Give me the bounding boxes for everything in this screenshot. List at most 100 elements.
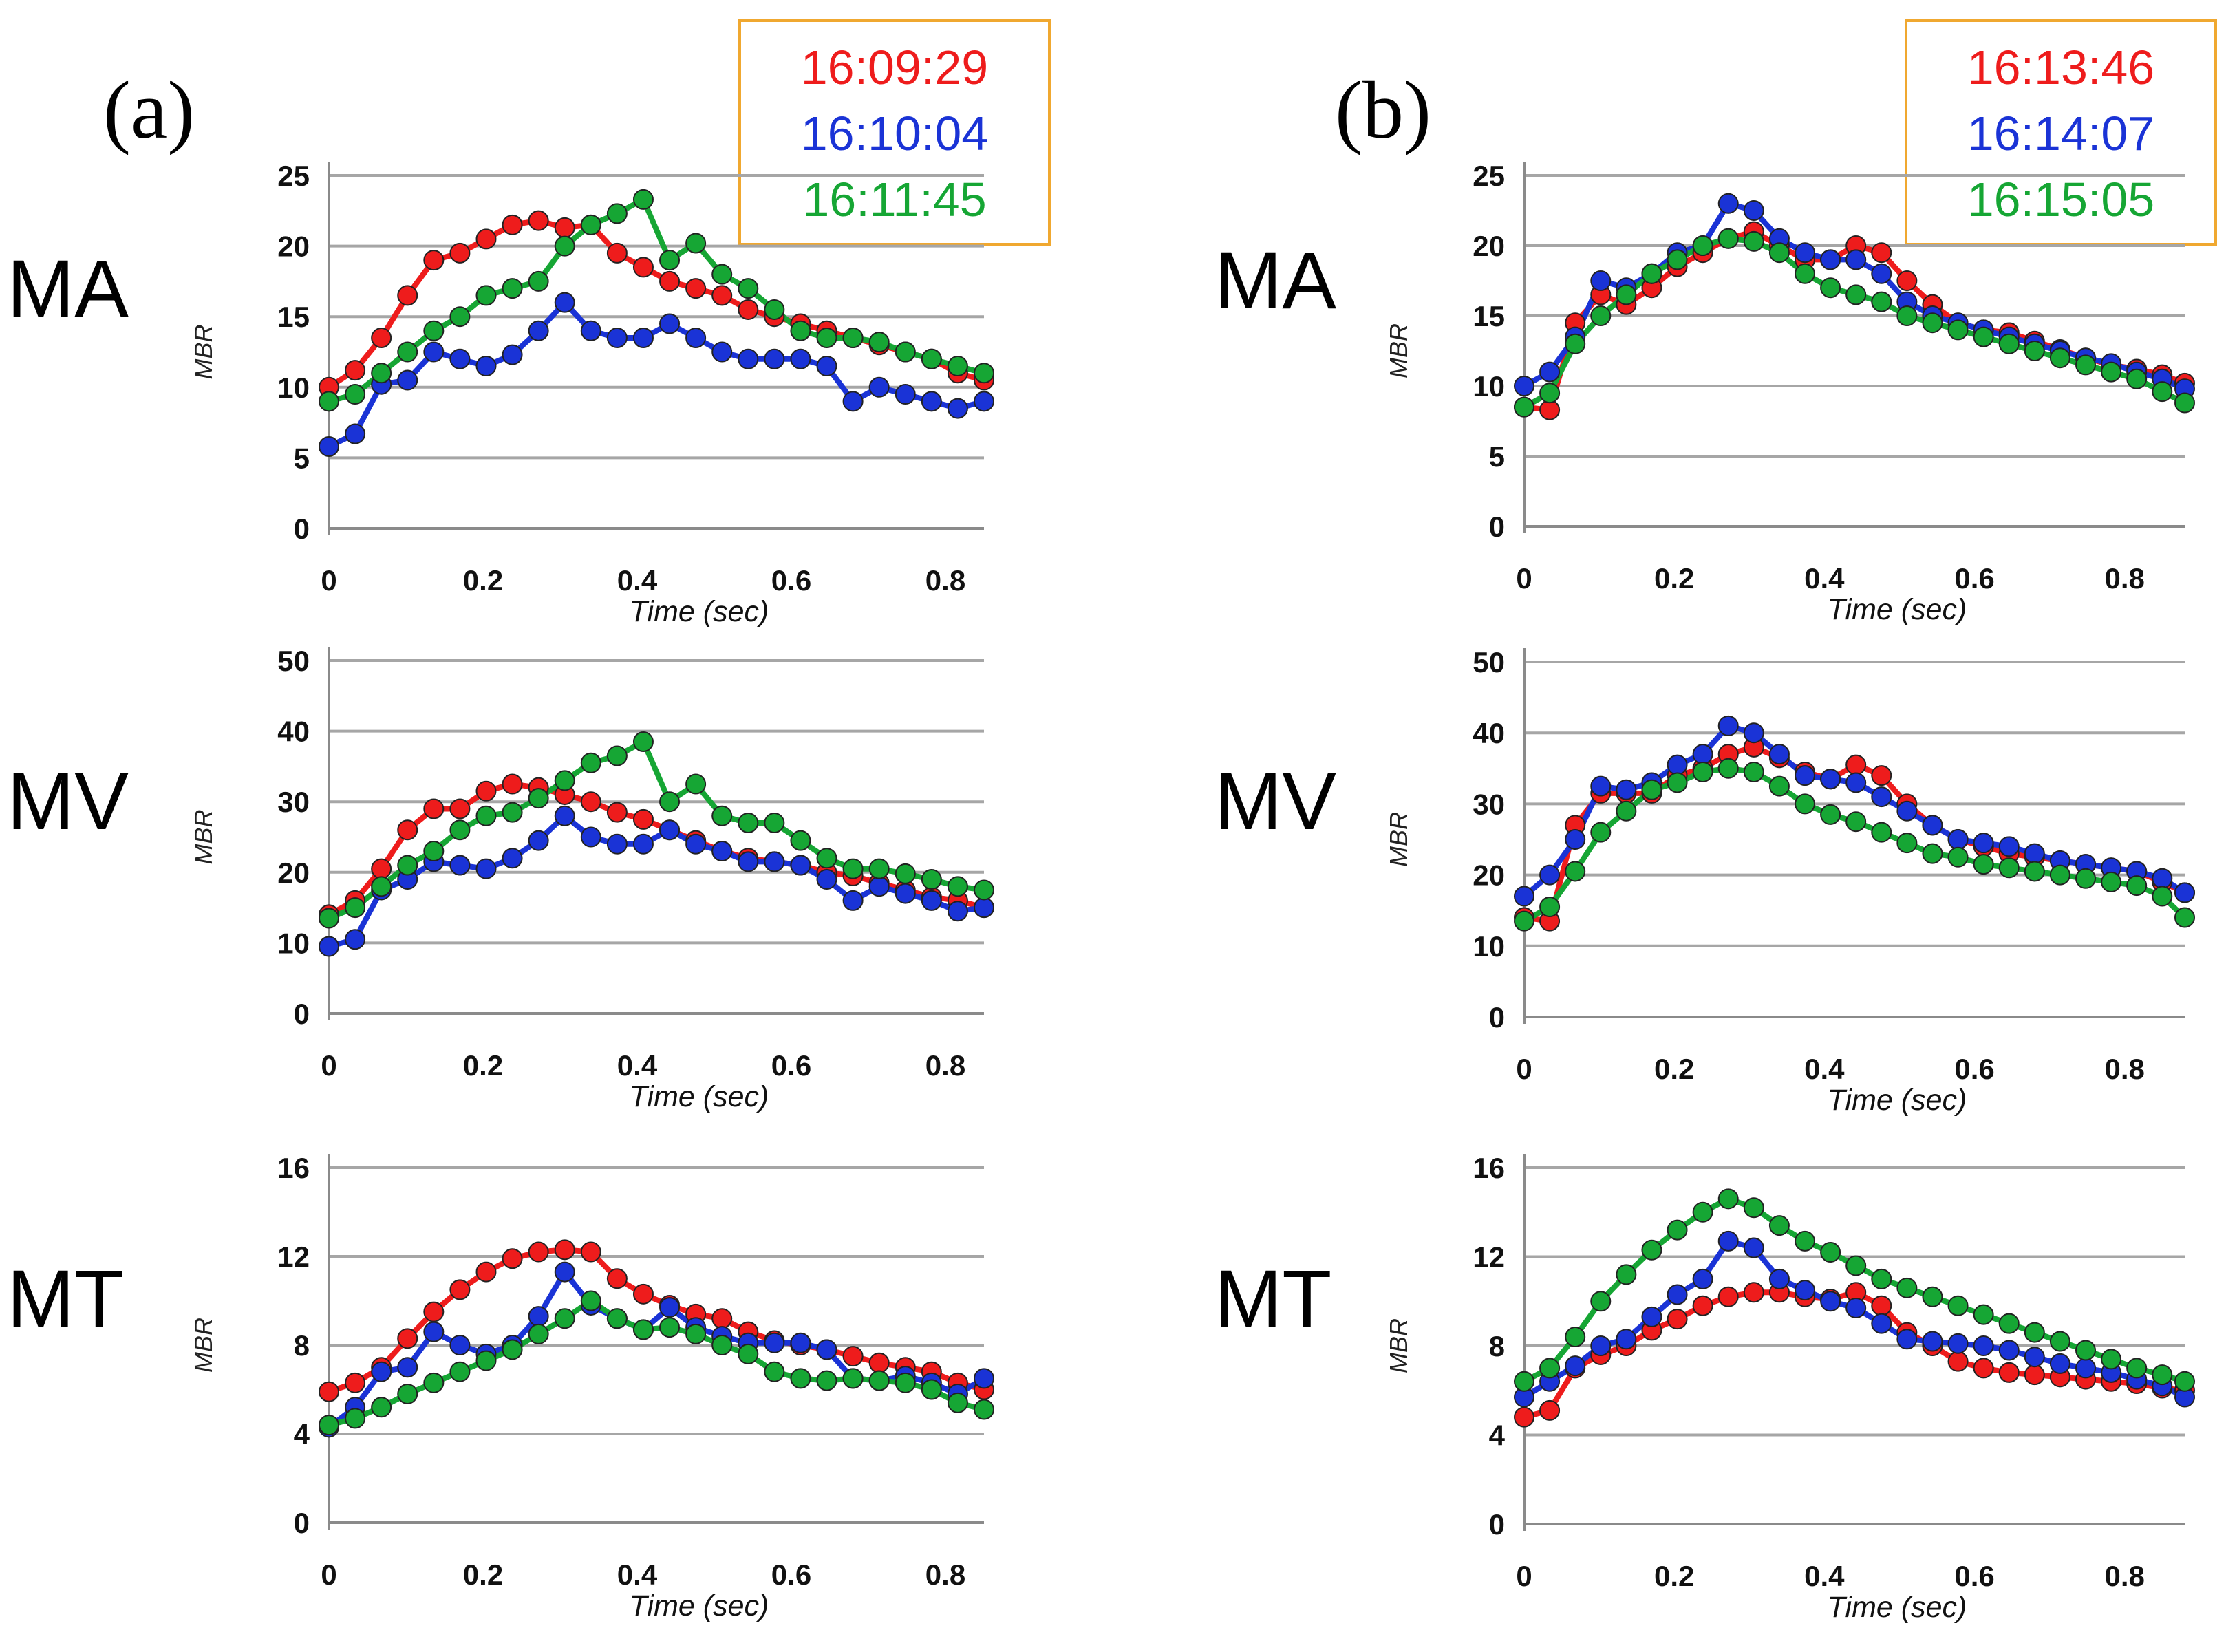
- data-point: [2101, 871, 2122, 892]
- data-point: [1795, 263, 1815, 284]
- data-point: [580, 320, 601, 341]
- y-tick-label: 15: [277, 301, 310, 333]
- data-point: [974, 897, 994, 919]
- data-point: [1692, 1295, 1713, 1316]
- data-point: [1717, 228, 1739, 249]
- x-tick-label: 0.6: [771, 564, 811, 597]
- y-tick-label: 50: [1473, 646, 1505, 678]
- data-point: [2024, 1322, 2045, 1343]
- legend-b-entry-3: 16:15:05: [1967, 173, 2154, 226]
- y-tick-label: 0: [294, 1507, 310, 1539]
- data-point: [1795, 793, 1815, 815]
- data-point: [371, 876, 392, 897]
- data-point: [554, 1261, 575, 1283]
- data-point: [2101, 1349, 2122, 1370]
- data-point: [685, 327, 707, 348]
- data-point: [790, 1368, 811, 1389]
- x-axis-title: Time (sec): [1828, 1591, 1967, 1624]
- data-point: [554, 805, 575, 826]
- data-point: [1845, 1255, 1867, 1276]
- data-point: [554, 770, 575, 791]
- data-point: [319, 1415, 339, 1436]
- panel-label-b: (b): [1335, 64, 1431, 155]
- data-point: [790, 855, 811, 876]
- y-tick-label: 20: [277, 230, 310, 263]
- data-point: [816, 869, 837, 890]
- x-axis-title: Time (sec): [630, 595, 769, 628]
- data-point: [711, 1308, 733, 1329]
- data-point: [659, 791, 681, 813]
- chart-a-mv: 0 10 20 30 40 50 0 0.2 0.4 0.6 0.8 Time (sec) MBR: [189, 645, 994, 1113]
- data-point: [1717, 1286, 1739, 1307]
- chart-a-mt: 0 4 8 12 16 0 0.2 0.4 0.6 0.8 Time (sec) MBR: [189, 1152, 994, 1622]
- y-tick-label: 5: [1489, 440, 1505, 473]
- y-axis-title: MBR: [189, 810, 217, 865]
- data-point: [502, 1339, 523, 1360]
- x-tick-label: 0.4: [617, 1049, 658, 1082]
- data-point: [1896, 305, 1918, 326]
- data-point: [1998, 1340, 2020, 1361]
- data-point: [475, 1350, 497, 1371]
- data-point: [1820, 1242, 1841, 1263]
- data-point: [1692, 744, 1713, 765]
- data-point: [685, 278, 707, 299]
- data-point: [1616, 284, 1637, 305]
- data-point: [1743, 1282, 1764, 1303]
- data-point: [502, 1248, 523, 1269]
- y-tick-label: 5: [294, 442, 310, 474]
- data-point: [764, 348, 785, 369]
- data-point: [868, 332, 890, 353]
- x-tick-label: 0.8: [2105, 1560, 2145, 1592]
- data-point: [1871, 765, 1892, 786]
- data-point: [423, 341, 445, 363]
- data-point: [632, 1283, 654, 1305]
- data-point: [423, 1301, 445, 1322]
- data-point: [1641, 263, 1662, 284]
- data-point: [554, 1239, 575, 1261]
- x-tick-label: 0: [1516, 1053, 1532, 1085]
- data-point: [2174, 907, 2195, 928]
- data-point: [2152, 868, 2173, 889]
- data-point: [1820, 804, 1841, 825]
- data-point: [606, 833, 628, 855]
- data-point: [659, 313, 681, 334]
- data-point: [1871, 1268, 1892, 1289]
- data-point: [738, 278, 759, 299]
- data-point: [1717, 758, 1739, 779]
- data-point: [895, 384, 916, 405]
- data-point: [449, 819, 471, 841]
- data-point: [2024, 843, 2045, 864]
- data-point: [868, 858, 890, 879]
- data-point: [2075, 1358, 2096, 1379]
- data-point: [528, 788, 549, 809]
- data-point: [711, 805, 733, 826]
- legend-b-entry-2: 16:14:07: [1967, 107, 2154, 160]
- x-tick-label: 0: [321, 1558, 336, 1591]
- data-point: [554, 235, 575, 257]
- data-point: [2024, 861, 2045, 882]
- x-tick-label: 0.2: [1654, 1560, 1694, 1592]
- legend-a: 16:09:29 16:10:04 16:11:45: [738, 19, 1051, 246]
- data-point: [319, 908, 339, 929]
- y-tick-label: 25: [277, 160, 310, 192]
- data-point: [580, 1290, 601, 1311]
- data-point: [528, 830, 549, 851]
- data-point: [1845, 772, 1867, 793]
- data-point: [2024, 341, 2045, 361]
- x-tick-label: 0: [321, 564, 336, 597]
- data-point: [947, 876, 968, 897]
- data-point: [1820, 277, 1841, 299]
- y-tick-label: 10: [1473, 370, 1505, 403]
- data-point: [1667, 249, 1688, 270]
- row-label-mt-b: MT: [1214, 1254, 1331, 1344]
- data-point: [1820, 249, 1841, 270]
- x-tick-label: 0.2: [463, 564, 503, 597]
- data-point: [423, 320, 445, 341]
- data-point: [1845, 811, 1867, 833]
- data-point: [397, 1328, 418, 1349]
- legend-a-box: [738, 19, 1051, 246]
- data-point: [974, 1399, 994, 1420]
- data-point: [1973, 1358, 1994, 1379]
- y-tick-label: 0: [294, 513, 310, 545]
